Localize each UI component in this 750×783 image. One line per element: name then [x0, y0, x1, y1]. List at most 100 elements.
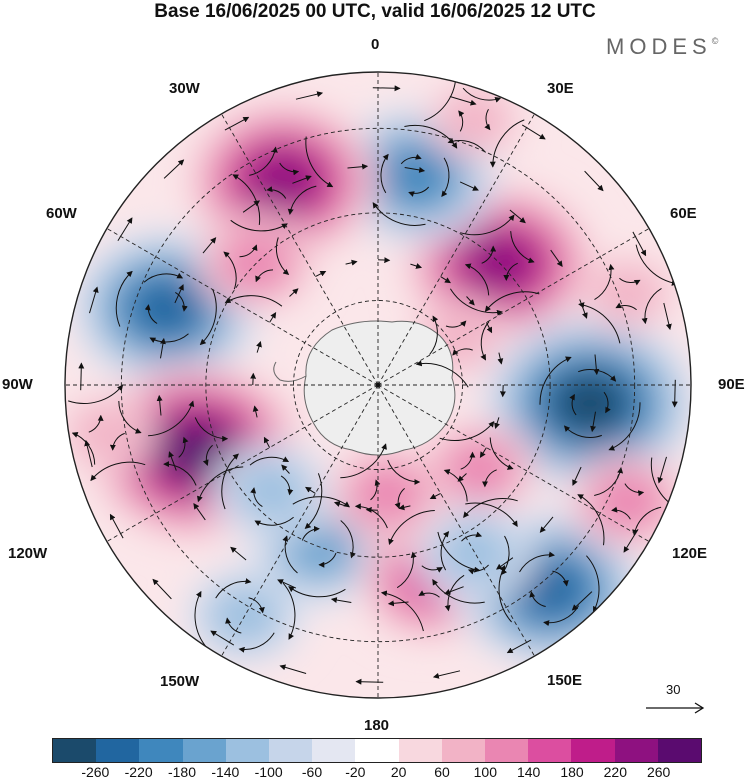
streamline: [440, 531, 450, 571]
streamline: [354, 503, 388, 529]
streamline: [461, 531, 483, 542]
wind-arrow: [584, 170, 604, 192]
streamline: [500, 535, 510, 576]
wind-arrow: [263, 436, 271, 448]
wind-arrow: [494, 417, 500, 430]
streamline: [254, 516, 294, 527]
wind-arrow: [499, 384, 506, 398]
streamline: [68, 384, 124, 404]
streamline: [460, 214, 515, 236]
meridian-line: [106, 228, 379, 386]
wind-arrow: [289, 288, 299, 297]
streamline: [340, 443, 387, 479]
colorbar-tick-label: -140: [211, 764, 240, 780]
lon-label-30w: 30W: [169, 80, 200, 97]
streamline: [635, 244, 678, 286]
reference-vector: 30: [640, 682, 710, 722]
lon-label-120w: 120W: [8, 545, 48, 562]
anomaly-contour: [438, 523, 512, 583]
streamline: [194, 590, 208, 649]
colorbar-swatch: [441, 739, 486, 762]
wind-arrow: [117, 217, 133, 242]
graticule: [65, 72, 691, 698]
lon-label-60e: 60E: [670, 205, 697, 222]
anomaly-contour: [591, 471, 664, 532]
wind-arrow: [671, 379, 678, 408]
wind-arrow: [479, 447, 487, 458]
lon-label-60w: 60W: [46, 205, 77, 222]
streamline: [215, 578, 252, 599]
wind-arrow: [193, 502, 206, 521]
streamline: [594, 263, 615, 301]
wind-arrow: [277, 579, 297, 589]
streamline: [447, 137, 486, 153]
colorbar-tick-label: 100: [473, 764, 498, 780]
wind-arrow: [78, 362, 85, 391]
wind-arrow: [466, 296, 475, 306]
streamline: [484, 291, 540, 312]
wind-arrow: [315, 270, 327, 278]
lon-label-180: 180: [364, 717, 390, 734]
streamline: [439, 421, 495, 441]
streamline: [194, 417, 229, 442]
streamline: [232, 174, 261, 225]
streamline: [304, 473, 323, 529]
wind-arrow: [84, 439, 93, 468]
colorbar-tick-label: 140: [516, 764, 541, 780]
wind-arrow: [459, 181, 479, 191]
wind-arrow: [372, 85, 401, 92]
colorbar-swatch: [614, 739, 658, 762]
streamline: [225, 617, 242, 634]
wind-arrow: [224, 116, 250, 131]
streamline: [276, 237, 290, 276]
anomaly-contour: [129, 278, 203, 338]
parallel-circle: [293, 300, 463, 470]
streamline: [178, 436, 189, 458]
streamline: [481, 469, 497, 488]
streamline: [340, 520, 356, 559]
wind-arrow: [429, 492, 441, 500]
colorbar-tick-label: -60: [301, 764, 323, 780]
streamline: [175, 291, 188, 312]
colorbar-swatch: [96, 739, 140, 762]
wind-arrow: [495, 557, 514, 570]
anomaly-contour: [378, 145, 452, 206]
wind-arrow: [250, 372, 257, 386]
streamline: [463, 498, 518, 518]
anomaly-contour: [70, 403, 144, 463]
wind-arrow: [292, 175, 312, 184]
streamline: [510, 231, 535, 264]
wind-arrow: [432, 670, 461, 679]
streamline: [641, 287, 662, 325]
wind-arrow: [377, 257, 391, 264]
lon-label-150e: 150E: [547, 672, 583, 689]
colorbar-tick-label: 260: [646, 764, 671, 780]
colorbar-swatch: [312, 739, 356, 762]
streamline: [418, 590, 440, 598]
streamline: [408, 186, 430, 197]
colorbar-swatch: [657, 739, 702, 762]
meridian-line: [377, 228, 650, 386]
chart-title: Base 16/06/2025 00 UTC, valid 16/06/2025…: [154, 1, 596, 22]
streamline: [88, 414, 104, 433]
colorbar-swatch: [571, 739, 615, 762]
lon-label-90e: 90E: [718, 376, 745, 393]
meridian-line: [377, 384, 535, 657]
wind-arrow: [279, 664, 307, 674]
streamline: [400, 153, 422, 165]
streamline: [611, 506, 631, 520]
wind-arrow: [497, 352, 504, 365]
colorbar-tick-label: 180: [560, 764, 584, 780]
streamline: [594, 467, 624, 496]
streamline: [372, 202, 426, 226]
colorbar-swatch: [225, 739, 270, 762]
colorbar-tick-label: -220: [124, 764, 153, 780]
wind-arrow: [333, 501, 346, 507]
wind-arrow: [550, 249, 563, 268]
streamline: [318, 552, 337, 568]
streamline: [288, 586, 346, 598]
wind-arrow: [457, 473, 467, 482]
wind-arrow: [449, 96, 477, 106]
streamline: [578, 302, 621, 344]
